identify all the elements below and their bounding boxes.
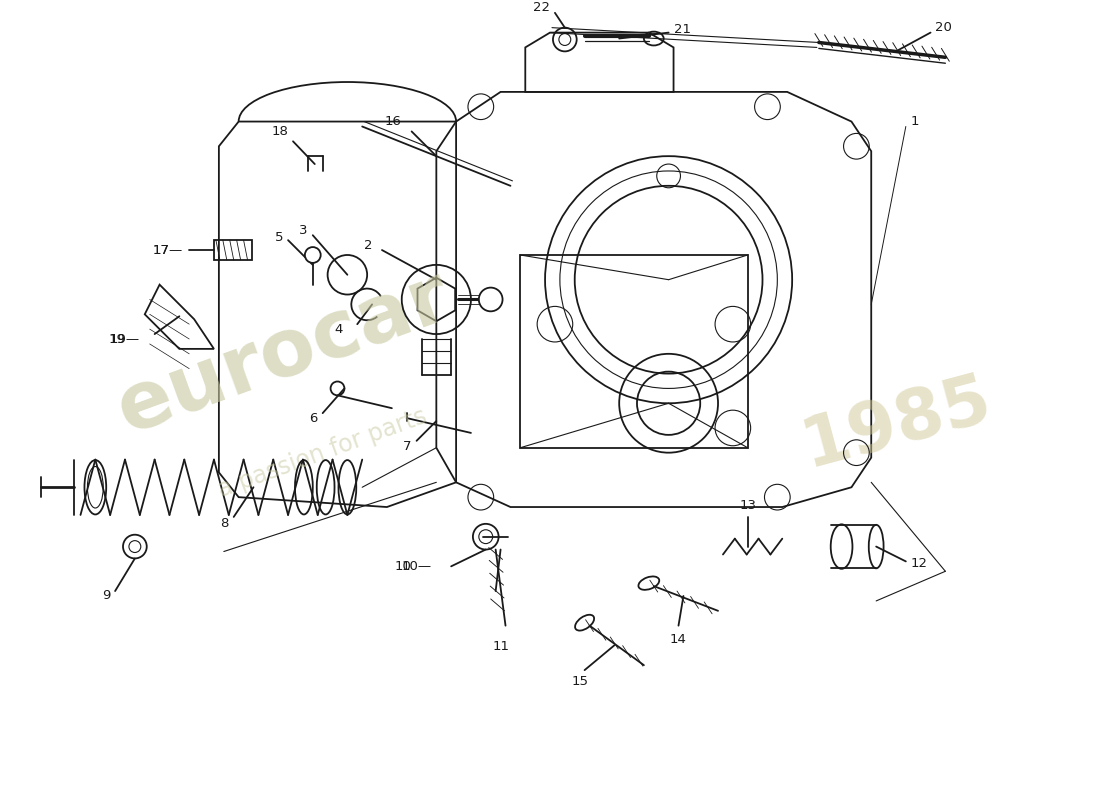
Text: 4: 4 xyxy=(334,322,342,336)
Text: 12: 12 xyxy=(911,557,927,570)
Text: 19—: 19— xyxy=(110,333,140,346)
Circle shape xyxy=(478,288,503,311)
Text: 20: 20 xyxy=(935,21,953,34)
Text: 17: 17 xyxy=(153,243,169,257)
Text: 1: 1 xyxy=(911,115,920,128)
Text: 10—: 10— xyxy=(402,560,431,573)
Text: 19: 19 xyxy=(108,333,125,346)
Circle shape xyxy=(305,247,321,263)
Text: 2: 2 xyxy=(364,238,372,252)
Text: 14: 14 xyxy=(670,633,686,646)
Text: 11: 11 xyxy=(492,641,509,654)
Text: 22: 22 xyxy=(534,2,550,14)
Text: 6: 6 xyxy=(309,411,318,425)
Text: 10: 10 xyxy=(395,560,411,573)
Polygon shape xyxy=(145,285,213,349)
Text: 7: 7 xyxy=(403,440,411,454)
Text: 18: 18 xyxy=(272,125,288,138)
Bar xyxy=(213,240,252,260)
Text: 9: 9 xyxy=(102,590,110,602)
Text: a passion for parts: a passion for parts xyxy=(214,404,430,502)
Text: eurocar: eurocar xyxy=(106,258,461,450)
Text: 8: 8 xyxy=(220,518,229,530)
Text: 17—: 17— xyxy=(152,243,183,257)
Text: 5: 5 xyxy=(275,230,283,244)
Text: 13: 13 xyxy=(739,499,756,512)
Text: 16: 16 xyxy=(385,115,402,128)
Text: 15: 15 xyxy=(571,675,588,688)
Text: 21: 21 xyxy=(673,23,691,36)
Text: 3: 3 xyxy=(299,224,308,237)
Text: 1985: 1985 xyxy=(794,366,998,481)
